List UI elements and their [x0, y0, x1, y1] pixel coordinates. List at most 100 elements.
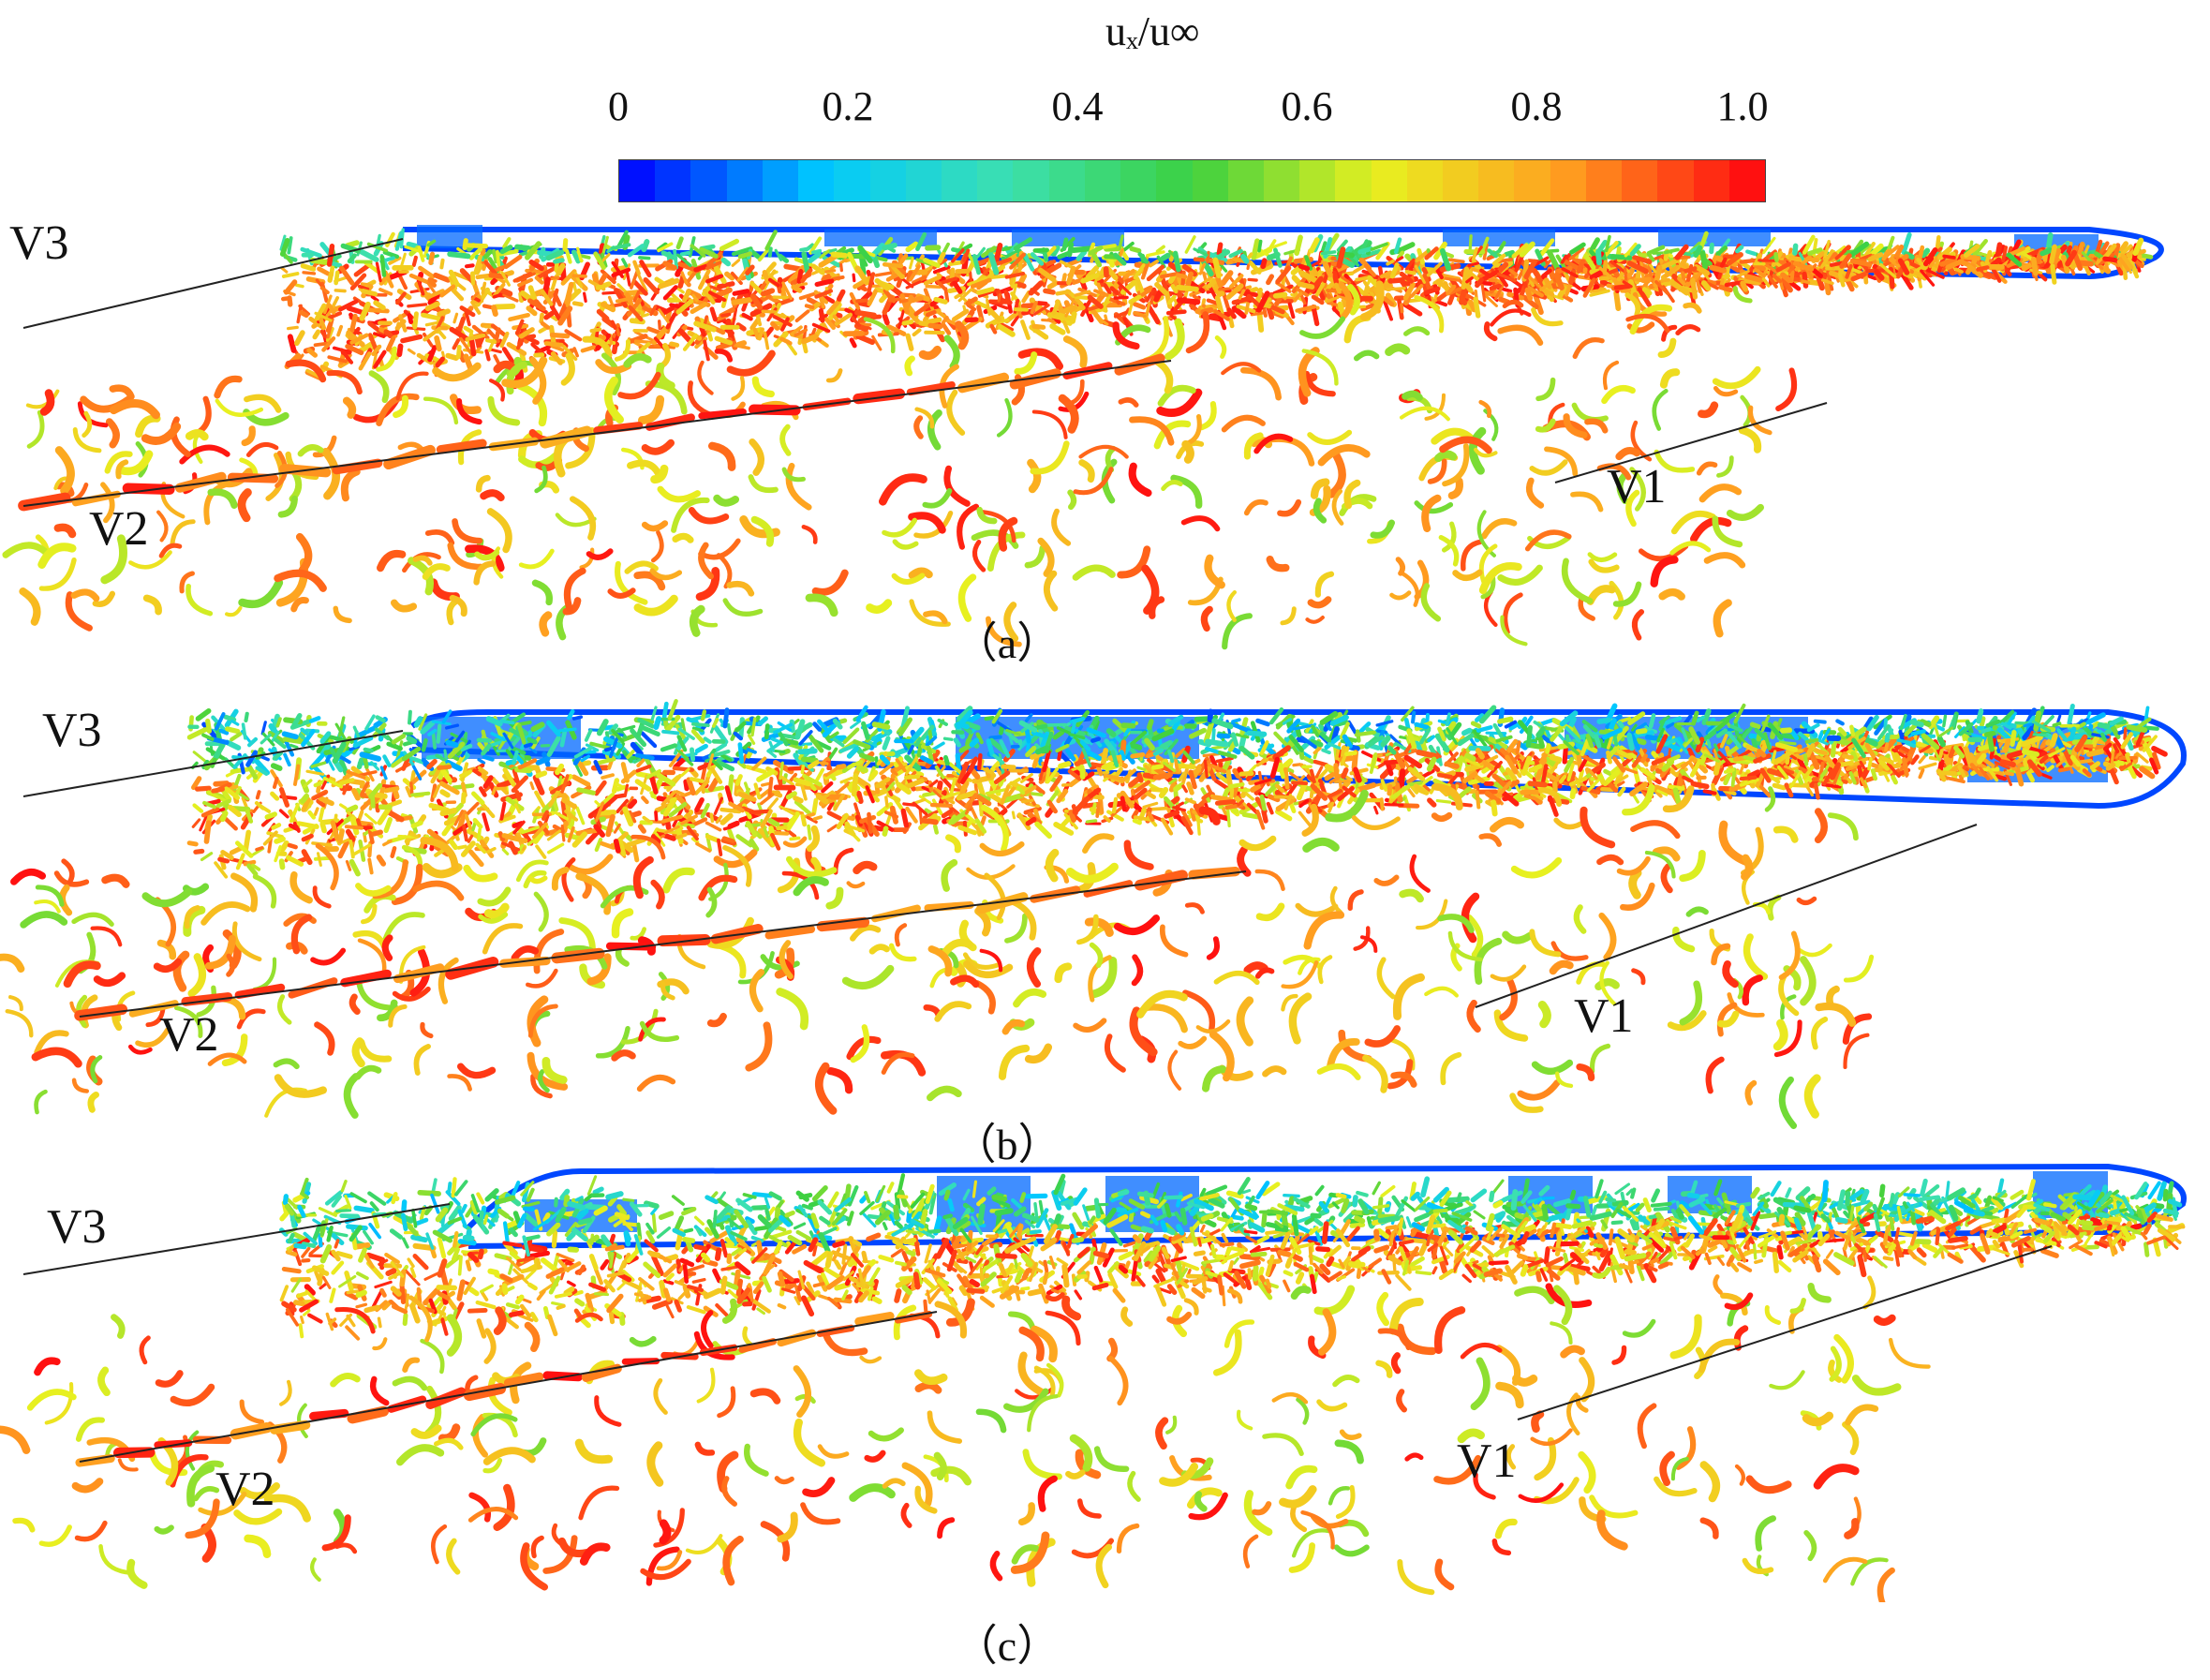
vortex-fragment	[1375, 241, 1390, 260]
vortex-fragment	[2110, 724, 2121, 740]
vortex-fragment	[466, 243, 489, 249]
vortex-fragment	[1773, 251, 1779, 263]
vortex-fragment	[791, 284, 803, 293]
vortex-fragment	[1351, 750, 1359, 771]
vortex-fragment	[408, 273, 430, 285]
wake-vortex	[811, 569, 849, 596]
vortex-fragment	[1539, 238, 1555, 257]
vortex-fragment	[463, 325, 474, 335]
vortex-fragment	[412, 311, 419, 330]
vortex-fragment	[571, 774, 591, 787]
vortex-fragment	[1837, 726, 1847, 736]
vortex-fragment	[1294, 234, 1303, 256]
wake-vortex	[892, 539, 919, 550]
vortex-fragment	[1449, 721, 1462, 737]
vortex-fragment	[255, 766, 269, 776]
vortex-fragment	[823, 767, 845, 781]
wake-vortex	[909, 599, 951, 627]
vortex-fragment	[1469, 737, 1477, 749]
vortex-fragment	[1561, 267, 1579, 278]
vortex-fragment	[316, 798, 326, 808]
vortex-fragment	[521, 825, 541, 835]
vortex-fragment	[1564, 756, 1575, 773]
vortex-fragment	[632, 260, 641, 275]
wake-vortex	[1738, 426, 1762, 453]
vortex-fragment	[383, 786, 400, 794]
wake-vortex	[65, 591, 93, 632]
vortex-fragment	[411, 255, 418, 267]
vortex-fragment	[327, 311, 343, 320]
vortex-fragment	[371, 344, 382, 357]
vortex-fragment	[576, 246, 583, 262]
vortex-fragment	[1920, 269, 1936, 287]
vortex-fragment	[844, 307, 858, 317]
vortex-fragment	[673, 248, 678, 270]
vortex-fragment	[319, 743, 331, 755]
vortex-fragment	[1250, 311, 1267, 317]
vortex-fragment	[492, 744, 500, 756]
wake-vortex	[1480, 518, 1518, 540]
vortex-fragment	[1910, 754, 1920, 766]
wake-vortex	[672, 532, 694, 543]
vortex-fragment	[1360, 303, 1375, 312]
wake-vortex	[1277, 498, 1302, 517]
vortex-fragment	[631, 841, 640, 863]
vortex-fragment	[628, 305, 644, 322]
vortex-fragment	[515, 319, 525, 335]
vortex-fragment	[654, 803, 672, 813]
vortex-fragment	[1504, 249, 1515, 257]
wake-vortex	[1043, 570, 1059, 612]
vortex-field-a	[2, 225, 2164, 650]
vortex-fragment	[994, 257, 1013, 266]
vortex-fragment	[1331, 270, 1339, 285]
vortex-fragment	[658, 308, 670, 324]
vortex-fragment	[764, 230, 778, 251]
vortex-fragment	[1753, 267, 1767, 278]
vortex-fragment	[439, 258, 445, 270]
vortex-fragment	[1085, 265, 1100, 280]
vortex-fragment	[854, 776, 871, 789]
wake-vortex	[109, 399, 160, 420]
wake-vortex	[726, 580, 755, 597]
vortex-fragment	[808, 236, 823, 255]
vortex-fragment	[658, 277, 680, 290]
colorbar-segment	[726, 160, 763, 201]
vortex-fragment	[799, 246, 810, 252]
vortex-fragment	[2098, 241, 2110, 258]
vortex-fragment	[327, 271, 334, 283]
vortex-fragment	[1447, 258, 1465, 264]
vortex-fragment	[357, 284, 370, 291]
vortex-fragment	[706, 330, 714, 342]
vortex-fragment	[1386, 287, 1406, 291]
vortex-fragment	[935, 758, 947, 766]
vortex-fragment	[735, 834, 753, 848]
vortex-fragment	[594, 780, 607, 796]
vortex-fragment	[398, 314, 408, 333]
vortex-fragment	[274, 844, 282, 863]
vortex-fragment	[1693, 245, 1703, 259]
vortex-fragment	[1288, 771, 1305, 784]
vortex-fragment	[499, 245, 513, 255]
vortex-fragment	[1275, 265, 1292, 285]
vortex-fragment	[1010, 314, 1020, 327]
panel-a: V3 V2 V1 （a）	[0, 211, 2210, 667]
vortex-fragment	[500, 271, 511, 287]
colorbar-segment	[1013, 160, 1049, 201]
wake-vortex	[179, 444, 230, 465]
vortex-fragment	[1513, 255, 1524, 275]
vortex-fragment	[1738, 277, 1761, 286]
vortex-fragment	[937, 251, 946, 264]
vortex-fragment	[580, 345, 597, 353]
vortex-fragment	[1617, 786, 1626, 797]
vortex-fragment	[1260, 258, 1268, 270]
vortex-fragment	[1058, 761, 1072, 769]
colorbar-segment	[619, 160, 656, 201]
vortex-fragment	[1849, 757, 1869, 767]
vortex-fragment	[900, 808, 910, 828]
vortex-fragment	[366, 242, 389, 253]
wake-vortex	[1696, 461, 1718, 476]
vortex-fragment	[720, 312, 732, 318]
wake-vortex	[624, 560, 659, 574]
vortex-fragment	[1459, 294, 1468, 306]
wake-vortex	[1716, 455, 1734, 478]
